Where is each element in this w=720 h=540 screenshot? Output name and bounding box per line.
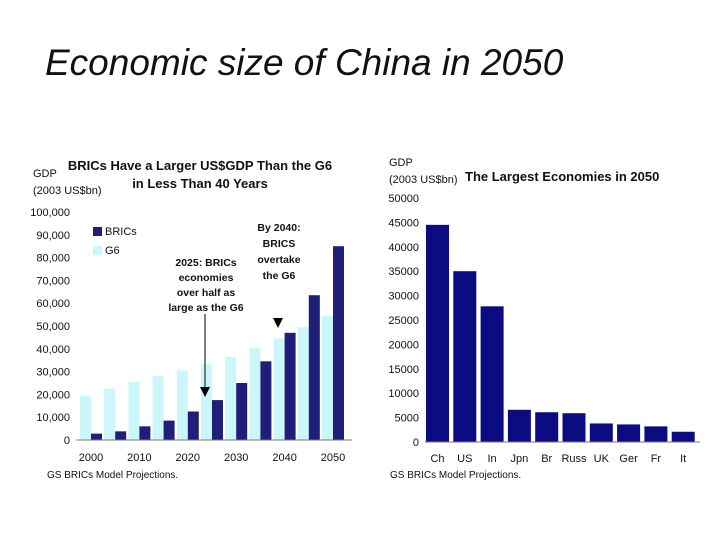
- annotation-2040-line1: By 2040:: [257, 222, 300, 234]
- y-axis-units: (2003 US$bn): [33, 185, 102, 197]
- y-axis-label: GDP: [389, 157, 413, 169]
- x-tick-label: US: [457, 453, 472, 465]
- bar-g6-2050: [322, 315, 333, 440]
- bar-brics-2045: [308, 295, 320, 440]
- bar-ger: [617, 424, 641, 442]
- y-tick-label: 30,000: [36, 367, 70, 379]
- bar-brics-2035: [260, 361, 272, 440]
- bar-g6-2010: [128, 381, 140, 440]
- y-tick-label: 90,000: [36, 230, 70, 242]
- slide-title: Economic size of China in 2050: [45, 42, 564, 83]
- bar-g6-2040: [273, 338, 285, 440]
- bar-it: [671, 431, 695, 442]
- annotation-2040-arrow-head: [273, 318, 283, 328]
- chart-source: GS BRICs Model Projections.: [390, 470, 521, 481]
- y-tick-label: 50000: [388, 193, 419, 205]
- x-tick-label: Br: [541, 453, 552, 465]
- bar-brics-2000: [91, 433, 102, 440]
- bar-g6-2020: [176, 370, 188, 440]
- bar-brics-2005: [115, 431, 127, 440]
- x-tick-label: Ger: [619, 453, 638, 465]
- bar-in: [480, 306, 504, 442]
- annotation-2025-arrow-head: [200, 387, 210, 397]
- largest-economies-chart: GDP (2003 US$bn) The Largest Economies i…: [388, 157, 700, 481]
- y-tick-label: 45000: [388, 217, 419, 229]
- x-tick-label: Fr: [651, 453, 662, 465]
- y-tick-label: 0: [413, 437, 419, 449]
- annotation-2025: 2025: BRICs economies over half as large…: [168, 257, 244, 397]
- y-tick-label: 15000: [388, 364, 419, 376]
- y-tick-label: 0: [64, 435, 70, 447]
- y-tick-label: 70,000: [36, 275, 70, 287]
- y-tick-label: 20,000: [36, 389, 70, 401]
- y-tick-label: 40000: [388, 242, 419, 254]
- y-tick-label: 20000: [388, 339, 419, 351]
- x-tick-label: UK: [594, 453, 610, 465]
- y-axis-label: GDP: [33, 168, 57, 180]
- bar-g6-2000: [80, 395, 91, 440]
- bar-jpn: [507, 409, 531, 442]
- bar-brics-2025: [212, 400, 223, 440]
- legend-swatch-brics: [93, 227, 102, 236]
- x-tick-label: 2030: [224, 452, 248, 464]
- bar-g6-2005: [104, 388, 116, 440]
- annotation-2040: By 2040: BRICS overtake the G6: [257, 222, 301, 328]
- bar-brics-2010: [139, 426, 151, 440]
- y-axis-units: (2003 US$bn): [389, 174, 458, 186]
- annotation-2040-line4: the G6: [263, 270, 296, 282]
- y-tick-label: 25000: [388, 315, 419, 327]
- y-tick-label: 100,000: [30, 207, 70, 219]
- bar-russ: [562, 413, 586, 442]
- x-tick-label: 2010: [127, 452, 151, 464]
- bar-ch: [426, 224, 449, 442]
- legend-label-brics: BRICs: [105, 226, 137, 238]
- bar-us: [453, 271, 477, 442]
- legend-label-g6: G6: [105, 245, 120, 257]
- y-tick-label: 50,000: [36, 321, 70, 333]
- bar-g6-2025: [201, 363, 212, 440]
- x-tick-label: 2050: [321, 452, 345, 464]
- annotation-2025-line3: over half as: [177, 287, 236, 299]
- annotation-2040-line3: overtake: [257, 254, 300, 266]
- bar-g6-2035: [249, 347, 261, 440]
- y-tick-label: 35000: [388, 266, 419, 278]
- x-tick-label: Russ: [561, 453, 587, 465]
- bar-brics-2050: [333, 246, 344, 440]
- y-tick-label: 10,000: [36, 412, 70, 424]
- bar-brics-2030: [236, 383, 248, 440]
- chart-source: GS BRICs Model Projections.: [47, 470, 178, 481]
- y-tick-label: 60,000: [36, 298, 70, 310]
- legend-swatch-g6: [93, 246, 102, 255]
- bar-brics-2020: [187, 411, 199, 440]
- y-tick-label: 5000: [395, 413, 419, 425]
- x-tick-label: In: [488, 453, 497, 465]
- annotation-2025-line1: 2025: BRICs: [175, 257, 236, 269]
- chart-title-line2: in Less Than 40 Years: [132, 176, 268, 191]
- bar-g6-2030: [225, 356, 237, 440]
- bar-g6-2045: [297, 327, 309, 440]
- annotation-2040-line2: BRICS: [263, 238, 296, 250]
- y-tick-label: 30000: [388, 291, 419, 303]
- x-tick-label: 2000: [79, 452, 103, 464]
- y-tick-label: 80,000: [36, 253, 70, 265]
- x-tick-label: 2040: [272, 452, 296, 464]
- x-tick-label: Ch: [430, 453, 444, 465]
- x-tick-label: Jpn: [511, 453, 529, 465]
- bar-uk: [589, 423, 613, 442]
- brics-vs-g6-chart: BRICs Have a Larger US$GDP Than the G6 i…: [30, 158, 352, 481]
- chart-title: The Largest Economies in 2050: [465, 169, 659, 184]
- bar-br: [535, 412, 559, 442]
- bar-brics-2015: [163, 420, 175, 440]
- chart-title-line1: BRICs Have a Larger US$GDP Than the G6: [68, 158, 332, 173]
- y-tick-label: 10000: [388, 388, 419, 400]
- y-tick-label: 40,000: [36, 344, 70, 356]
- x-tick-label: It: [680, 453, 686, 465]
- bar-g6-2015: [152, 376, 164, 440]
- bar-brics-2040: [284, 332, 296, 440]
- annotation-2025-line2: economies: [179, 272, 234, 284]
- bar-fr: [644, 426, 668, 442]
- annotation-2025-line4: large as the G6: [168, 302, 243, 314]
- x-tick-label: 2020: [176, 452, 200, 464]
